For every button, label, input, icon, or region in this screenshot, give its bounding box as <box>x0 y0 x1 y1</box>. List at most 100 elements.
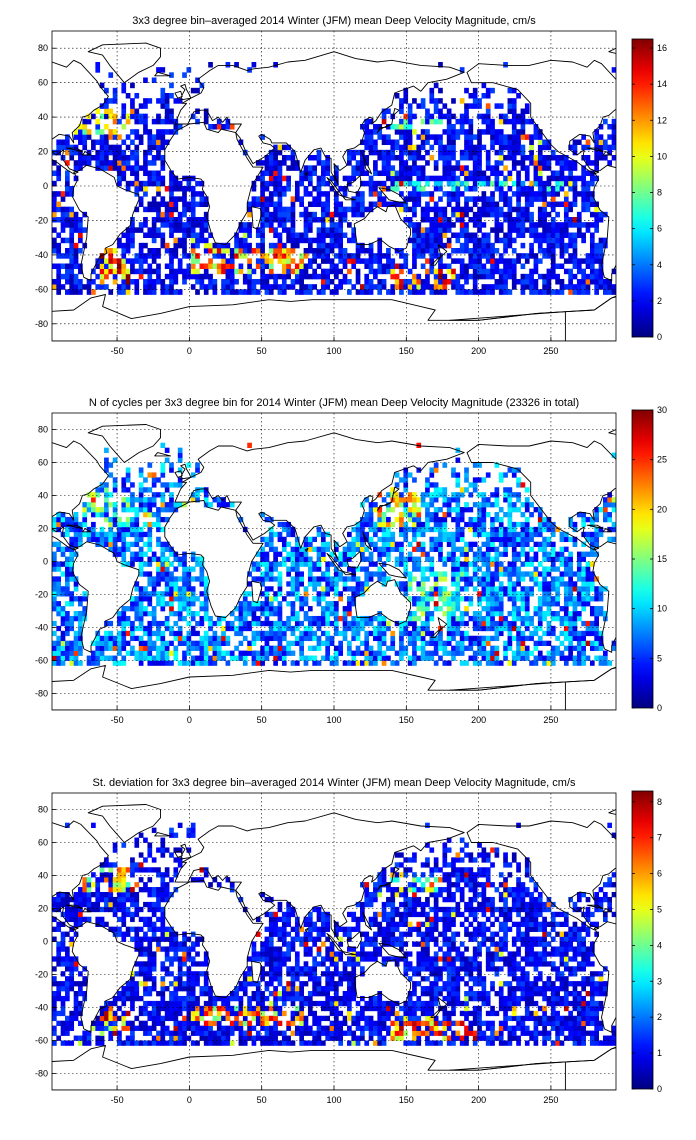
bin-cell <box>73 144 79 151</box>
bin-cell <box>294 620 300 627</box>
bin-cell <box>182 196 187 202</box>
bin-cell <box>386 248 391 254</box>
bin-cell <box>277 625 283 632</box>
bin-cell <box>451 191 456 197</box>
bin-cell <box>433 237 439 244</box>
bin-cell <box>299 630 304 637</box>
bin-cell <box>585 279 591 285</box>
bin-cell <box>581 175 586 182</box>
bin-cell <box>130 625 135 632</box>
bin-cell <box>203 660 209 666</box>
bin-cell <box>164 457 170 463</box>
bin-cell <box>108 165 114 171</box>
bin-cell <box>312 596 317 602</box>
y-tick-label: 80 <box>38 43 48 53</box>
bin-cell <box>65 586 70 592</box>
bin-cell <box>307 546 313 552</box>
bin-cell <box>290 561 296 567</box>
bin-cell <box>407 551 413 557</box>
bin-cell <box>507 155 513 161</box>
bin-cell <box>373 660 378 666</box>
coastline <box>362 154 373 175</box>
bin-cell <box>498 144 504 151</box>
bin-cell <box>520 273 526 280</box>
bin-cell <box>503 487 508 493</box>
bin-cell <box>203 284 209 290</box>
bin-cell <box>143 242 148 249</box>
bin-cell <box>290 242 296 249</box>
bin-cell <box>438 596 443 602</box>
bin-cell <box>433 134 439 140</box>
bin-cell <box>485 129 491 135</box>
bin-cell <box>438 211 443 218</box>
bin-cell <box>121 482 127 488</box>
bin-cell <box>537 206 543 213</box>
bin-cell <box>381 655 387 661</box>
bin-cell <box>238 625 244 632</box>
y-tick-label: 60 <box>38 78 48 88</box>
bin-cell <box>221 253 226 259</box>
bin-cell <box>303 165 309 171</box>
bin-cell <box>377 149 383 156</box>
bin-cell <box>338 561 344 567</box>
bin-cell <box>464 248 469 254</box>
bin-cell <box>455 237 461 244</box>
bin-cell <box>177 606 183 612</box>
bin-cell <box>182 606 187 612</box>
bin-cell <box>169 596 174 602</box>
bin-cell <box>364 118 370 125</box>
bin-cell <box>286 186 291 192</box>
bin-cell <box>459 536 465 543</box>
bin-cell <box>342 581 348 587</box>
bin-cell <box>351 536 357 543</box>
bin-cell <box>203 196 209 202</box>
bin-cell <box>307 273 313 280</box>
bin-cell <box>433 118 439 125</box>
bin-cell <box>164 139 170 146</box>
bin-cell <box>208 248 213 254</box>
bin-cell <box>229 248 235 254</box>
bin-cell <box>490 611 495 617</box>
bin-cell <box>524 497 530 503</box>
bin-cell <box>455 248 461 254</box>
bin-cell <box>533 556 539 562</box>
bin-cell <box>490 196 495 202</box>
bin-cell <box>459 289 465 295</box>
bin-cell <box>490 531 495 538</box>
bin-cell <box>73 242 79 249</box>
bin-cell <box>260 279 265 285</box>
bin-cell <box>112 248 118 254</box>
bin-cell <box>485 571 491 577</box>
bin-cell <box>416 237 422 244</box>
bin-cell <box>438 144 443 151</box>
bin-cell <box>416 521 422 528</box>
bin-cell <box>442 289 448 295</box>
bin-cell <box>195 462 200 468</box>
bin-cell <box>160 165 166 171</box>
bin-cell <box>607 144 613 151</box>
bin-cell <box>455 620 461 627</box>
bin-cell <box>425 237 430 244</box>
bin-cell <box>360 551 365 557</box>
bin-cell <box>477 521 482 528</box>
bin-cell <box>334 165 339 171</box>
bin-cell <box>264 217 270 223</box>
bin-cell <box>151 615 157 622</box>
bin-cell <box>524 606 530 612</box>
bin-cell <box>364 284 370 290</box>
bin-cell <box>69 289 75 295</box>
bin-cell <box>130 98 135 104</box>
bin-cell <box>416 284 422 290</box>
bin-cell <box>260 206 265 213</box>
bin-cell <box>303 591 309 597</box>
bin-cell <box>125 248 131 254</box>
bin-cell <box>190 206 196 213</box>
bin-cell <box>173 630 179 637</box>
bin-cell <box>60 635 66 642</box>
bin-cell <box>186 620 192 627</box>
bin-cell <box>164 650 170 656</box>
bin-cell <box>503 551 508 557</box>
bin-cell <box>212 497 218 503</box>
bin-cell <box>338 556 344 562</box>
bin-cell <box>125 258 131 264</box>
